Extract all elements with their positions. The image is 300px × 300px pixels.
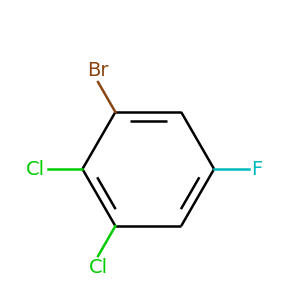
Text: Cl: Cl <box>88 258 108 277</box>
Text: F: F <box>251 160 263 178</box>
Text: Br: Br <box>87 61 109 80</box>
Text: Cl: Cl <box>26 160 45 178</box>
